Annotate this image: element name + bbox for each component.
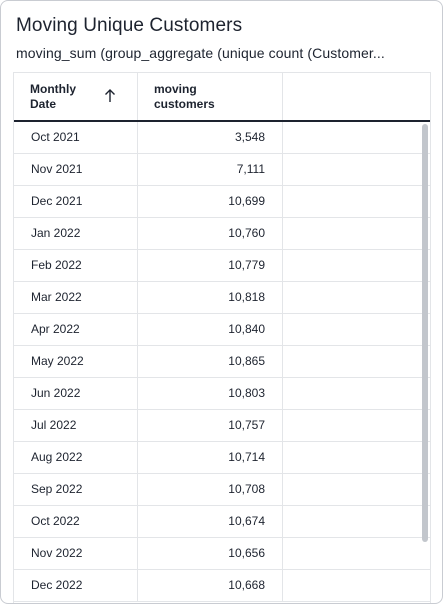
cell-moving-customers: 10,714 <box>138 442 283 473</box>
arrow-up-icon[interactable] <box>104 88 116 104</box>
cell-monthly-date: May 2022 <box>14 346 138 377</box>
cell-empty <box>283 218 430 249</box>
cell-monthly-date: Jul 2022 <box>14 410 138 441</box>
cell-monthly-date: Sep 2022 <box>14 474 138 505</box>
table-row[interactable]: Dec 2022 10,668 <box>14 570 430 602</box>
table-row[interactable]: Jan 2022 10,760 <box>14 218 430 250</box>
cell-empty <box>283 442 430 473</box>
column-header-line: Date <box>30 97 57 111</box>
cell-empty <box>283 410 430 441</box>
cell-monthly-date: Jan 2022 <box>14 218 138 249</box>
cell-moving-customers: 7,111 <box>138 154 283 185</box>
table-header: Monthly Date moving customers <box>14 73 430 122</box>
table-row[interactable]: May 2022 10,865 <box>14 346 430 378</box>
cell-moving-customers: 10,708 <box>138 474 283 505</box>
cell-moving-customers: 10,865 <box>138 346 283 377</box>
cell-empty <box>283 538 430 569</box>
table-row[interactable]: Apr 2022 10,840 <box>14 314 430 346</box>
cell-moving-customers: 10,779 <box>138 250 283 281</box>
column-header-moving-customers[interactable]: moving customers <box>138 73 283 120</box>
cell-moving-customers: 10,699 <box>138 186 283 217</box>
cell-monthly-date: Nov 2021 <box>14 154 138 185</box>
cell-monthly-date: Jun 2022 <box>14 378 138 409</box>
cell-monthly-date: Dec 2021 <box>14 186 138 217</box>
cell-monthly-date: Dec 2022 <box>14 570 138 601</box>
cell-empty <box>283 122 430 153</box>
cell-moving-customers: 10,760 <box>138 218 283 249</box>
table-row[interactable]: Sep 2022 10,708 <box>14 474 430 506</box>
column-header-monthly-date[interactable]: Monthly Date <box>14 73 138 120</box>
table-row[interactable]: Mar 2022 10,818 <box>14 282 430 314</box>
table-row[interactable]: Oct 2022 10,674 <box>14 506 430 538</box>
cell-moving-customers: 10,757 <box>138 410 283 441</box>
scrollbar-thumb[interactable] <box>422 124 428 542</box>
cell-monthly-date: Oct 2022 <box>14 506 138 537</box>
column-header-line: Monthly <box>30 82 76 96</box>
cell-empty <box>283 506 430 537</box>
cell-moving-customers: 3,548 <box>138 122 283 153</box>
cell-moving-customers: 10,803 <box>138 378 283 409</box>
cell-monthly-date: Feb 2022 <box>14 250 138 281</box>
cell-empty <box>283 570 430 601</box>
table-row[interactable]: Nov 2021 7,111 <box>14 154 430 186</box>
cell-empty <box>283 154 430 185</box>
cell-monthly-date: Nov 2022 <box>14 538 138 569</box>
data-table: Monthly Date moving customers Oct 2021 3,… <box>13 72 431 603</box>
table-row[interactable]: Aug 2022 10,714 <box>14 442 430 474</box>
table-row[interactable]: Oct 2021 3,548 <box>14 122 430 154</box>
cell-moving-customers: 10,668 <box>138 570 283 601</box>
cell-moving-customers: 10,674 <box>138 506 283 537</box>
cell-empty <box>283 282 430 313</box>
cell-empty <box>283 314 430 345</box>
table-row[interactable]: Nov 2022 10,656 <box>14 538 430 570</box>
column-header-label: Monthly Date <box>30 82 76 112</box>
cell-monthly-date: Apr 2022 <box>14 314 138 345</box>
table-row[interactable]: Dec 2021 10,699 <box>14 186 430 218</box>
cell-empty <box>283 346 430 377</box>
card-title: Moving Unique Customers <box>16 15 243 36</box>
cell-empty <box>283 250 430 281</box>
cell-empty <box>283 474 430 505</box>
cell-moving-customers: 10,656 <box>138 538 283 569</box>
cell-monthly-date: Mar 2022 <box>14 282 138 313</box>
column-header-empty <box>283 73 430 120</box>
table-row[interactable]: Feb 2022 10,779 <box>14 250 430 282</box>
column-header-line: moving <box>154 82 197 96</box>
table-body: Oct 2021 3,548 Nov 2021 7,111 Dec 2021 10,699… <box>14 122 430 602</box>
column-header-label: moving customers <box>154 82 215 112</box>
table-row[interactable]: Jul 2022 10,757 <box>14 410 430 442</box>
cell-empty <box>283 186 430 217</box>
cell-empty <box>283 378 430 409</box>
cell-monthly-date: Oct 2021 <box>14 122 138 153</box>
cell-moving-customers: 10,818 <box>138 282 283 313</box>
cell-moving-customers: 10,840 <box>138 314 283 345</box>
card-subtitle: moving_sum (group_aggregate (unique coun… <box>16 45 385 61</box>
cell-monthly-date: Aug 2022 <box>14 442 138 473</box>
column-header-line: customers <box>154 97 215 111</box>
table-row[interactable]: Jun 2022 10,803 <box>14 378 430 410</box>
